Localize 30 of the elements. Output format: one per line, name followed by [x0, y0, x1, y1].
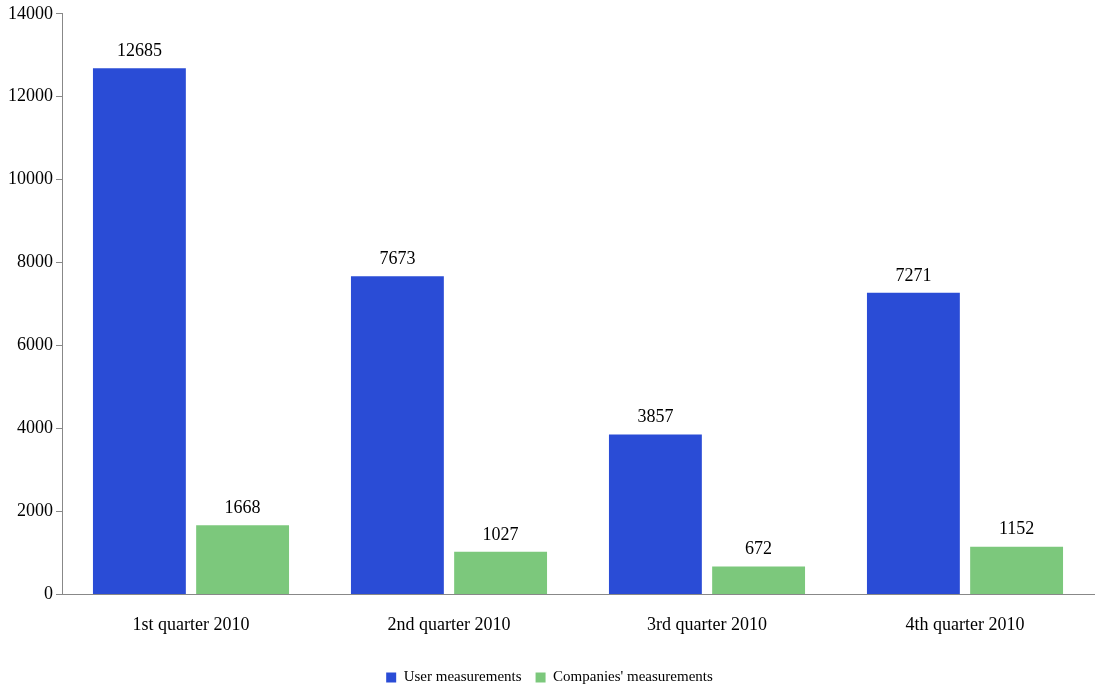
- bar: [350, 276, 444, 594]
- bar: [712, 566, 806, 594]
- x-tick-label: 4th quarter 2010: [905, 613, 1025, 634]
- y-tick-label: 2000: [17, 500, 53, 521]
- bar: [608, 434, 702, 594]
- data-label: 1152: [998, 518, 1035, 539]
- data-label: 1668: [224, 496, 261, 517]
- legend-label: User measurements: [403, 668, 522, 685]
- data-label: 3857: [637, 406, 674, 427]
- legend-label: Companies' measurements: [553, 668, 713, 685]
- data-label: 672: [745, 538, 773, 559]
- y-tick-label: 14000: [8, 2, 53, 23]
- y-tick-label: 12000: [8, 85, 53, 106]
- x-tick-label: 3rd quarter 2010: [647, 613, 767, 634]
- data-label: 7673: [379, 247, 416, 268]
- y-tick-label: 0: [44, 583, 53, 604]
- bar: [454, 551, 548, 594]
- bar: [970, 546, 1064, 594]
- y-tick-label: 10000: [8, 168, 53, 189]
- y-tick-label: 8000: [17, 251, 53, 272]
- bar: [866, 292, 960, 594]
- bar: [92, 68, 186, 594]
- y-tick-label: 6000: [17, 334, 53, 355]
- x-tick-label: 1st quarter 2010: [132, 613, 250, 634]
- bar: [196, 525, 290, 594]
- data-label: 12685: [116, 40, 162, 61]
- data-label: 1027: [482, 523, 519, 544]
- y-tick-label: 4000: [17, 417, 53, 438]
- data-label: 7271: [895, 264, 932, 285]
- x-tick-label: 2nd quarter 2010: [387, 613, 511, 634]
